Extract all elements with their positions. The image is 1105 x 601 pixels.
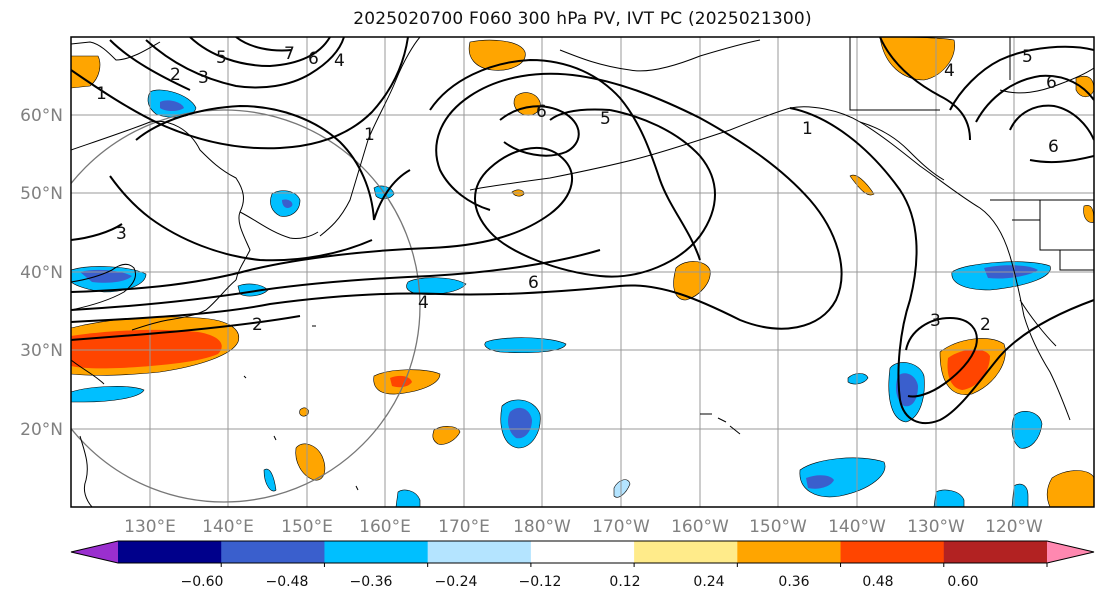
range-circle xyxy=(71,109,421,503)
contour-label: 5 xyxy=(216,48,227,68)
contour-label: 7 xyxy=(284,44,295,64)
colorbar-segment xyxy=(530,541,635,563)
colorbar-tick: 0.48 xyxy=(862,574,893,590)
lon-label-170e: 170°E xyxy=(438,517,490,537)
ivt-shading xyxy=(71,37,1094,507)
colorbar-tick: −0.24 xyxy=(435,574,478,590)
contour-label: 4 xyxy=(418,293,429,313)
contour-label: 4 xyxy=(944,61,955,81)
contour-label: 3 xyxy=(198,68,209,88)
pv-contour-labels: 1 2 3 5 7 6 4 1 6 5 1 3 6 4 6 2 3 2 6 5 … xyxy=(96,44,1059,335)
contour-label: 6 xyxy=(1046,73,1057,93)
contour-label: 6 xyxy=(536,102,547,122)
pv-contours xyxy=(71,37,1094,425)
contour-label: 6 xyxy=(528,273,539,293)
contour-label: 2 xyxy=(252,315,263,335)
contour-label: 3 xyxy=(930,311,941,331)
contour-label: 1 xyxy=(364,125,375,145)
latitude-labels: 60°N 50°N 40°N 30°N 20°N xyxy=(20,106,63,440)
contour-label: 5 xyxy=(600,109,611,129)
lon-label-130w: 130°W xyxy=(907,517,965,537)
colorbar-tick: 0.24 xyxy=(693,574,724,590)
contour-label: 2 xyxy=(980,315,991,335)
colorbar-ticks: −0.60 −0.48 −0.36 −0.24 −0.12 0.12 0.24 … xyxy=(181,574,979,590)
colorbar-segment xyxy=(324,541,429,563)
contour-label: 4 xyxy=(334,51,345,71)
colorbar-tick: −0.60 xyxy=(181,574,224,590)
colorbar-tick: −0.12 xyxy=(519,574,562,590)
contour-label: 6 xyxy=(308,49,319,69)
colorbar-tick: −0.48 xyxy=(266,574,309,590)
colorbar-segment xyxy=(71,541,118,563)
colorbar-segment xyxy=(634,541,738,563)
colorbar-tick: 0.60 xyxy=(947,574,978,590)
colorbar-segment xyxy=(1047,541,1094,563)
colorbar-outline xyxy=(70,540,1095,564)
lon-label-140w: 140°W xyxy=(828,517,886,537)
contour-label: 1 xyxy=(96,84,107,104)
lat-label-30n: 30°N xyxy=(20,341,63,361)
colorbar-segment xyxy=(221,541,325,563)
contour-label: 1 xyxy=(802,119,813,139)
contour-label: 3 xyxy=(116,224,127,244)
lon-label-170w: 170°W xyxy=(592,517,650,537)
lon-label-130e: 130°E xyxy=(124,517,176,537)
colorbar-tick: 0.12 xyxy=(609,574,640,590)
lon-label-140e: 140°E xyxy=(202,517,254,537)
contour-label: 5 xyxy=(1022,47,1033,67)
colorbar-segment xyxy=(118,541,222,563)
contour-label: 2 xyxy=(170,65,181,85)
lon-label-160w: 160°W xyxy=(671,517,729,537)
lon-label-150w: 150°W xyxy=(749,517,807,537)
lon-label-160e: 160°E xyxy=(359,517,411,537)
figure-title: 2025020700 F060 300 hPa PV, IVT PC (2025… xyxy=(353,9,812,29)
coastlines xyxy=(71,37,1094,507)
lat-label-60n: 60°N xyxy=(20,106,63,126)
colorbar-segment xyxy=(943,541,1048,563)
lat-label-40n: 40°N xyxy=(20,263,63,283)
lon-label-180w: 180°W xyxy=(513,517,571,537)
contour-label: 6 xyxy=(1048,137,1059,157)
colorbar-segment xyxy=(840,541,945,563)
longitude-labels: 130°E 140°E 150°E 160°E 170°E 180°W 170°… xyxy=(124,517,1043,537)
lat-label-50n: 50°N xyxy=(20,184,63,204)
colorbar-tick: −0.36 xyxy=(350,574,393,590)
colorbar-segment xyxy=(737,541,842,563)
map-border xyxy=(70,36,1095,508)
lat-label-20n: 20°N xyxy=(20,420,63,440)
colorbar xyxy=(70,540,1095,567)
colorbar-tick: 0.36 xyxy=(778,574,809,590)
colorbar-segment xyxy=(427,541,532,563)
graticule xyxy=(71,37,1094,507)
lon-label-150e: 150°E xyxy=(281,517,333,537)
lon-label-120w: 120°W xyxy=(985,517,1043,537)
